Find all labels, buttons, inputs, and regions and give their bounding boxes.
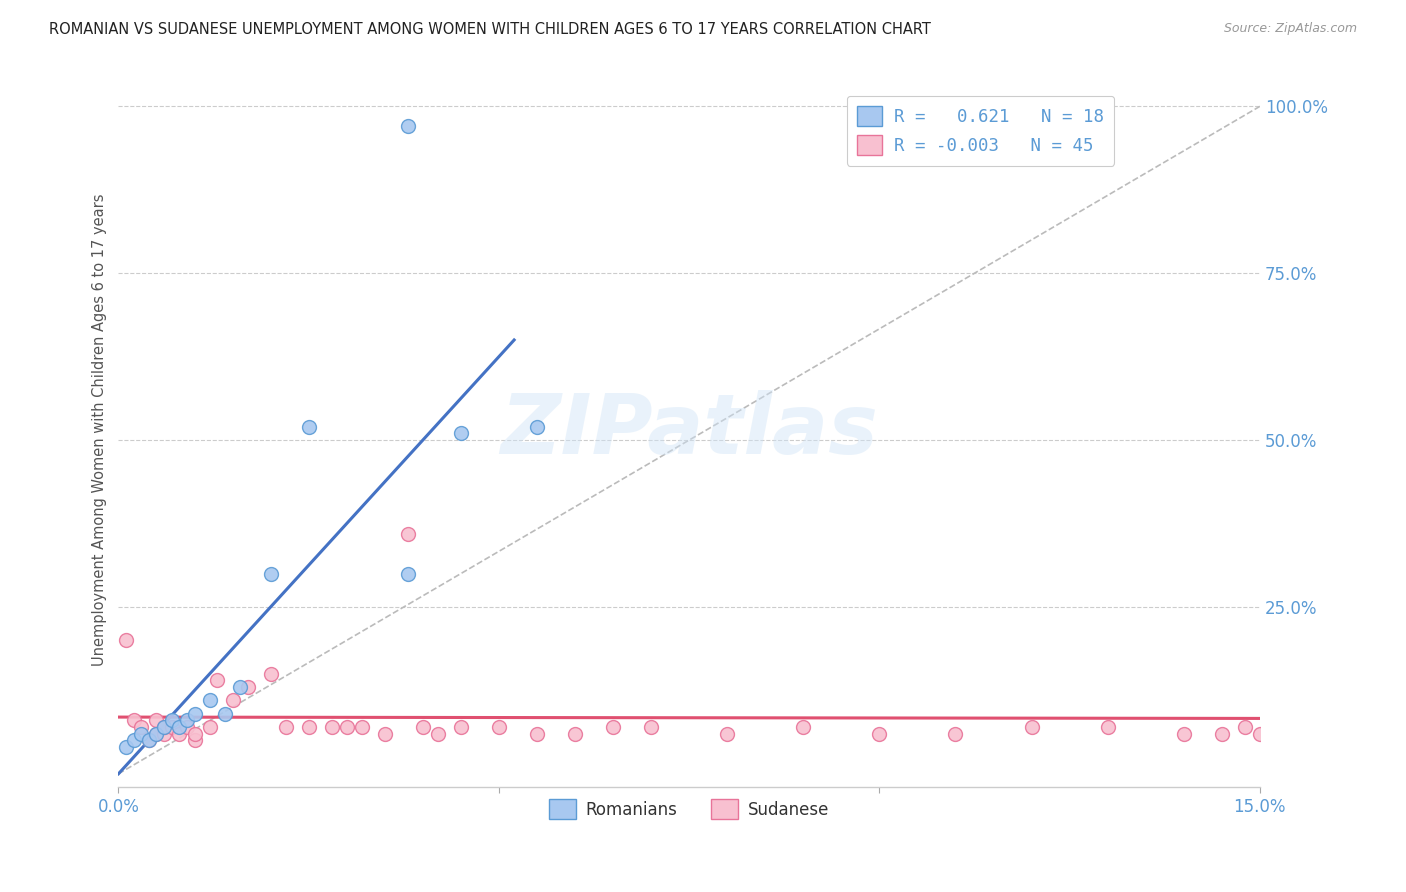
Point	[153, 720, 176, 734]
Point	[122, 733, 145, 747]
Point	[207, 673, 229, 688]
Point	[526, 727, 548, 741]
Point	[1249, 727, 1271, 741]
Point	[488, 720, 510, 734]
Point	[169, 720, 191, 734]
Point	[145, 714, 167, 728]
Point	[221, 693, 243, 707]
Point	[1097, 720, 1119, 734]
Point	[298, 419, 321, 434]
Point	[198, 693, 221, 707]
Point	[145, 727, 167, 741]
Point	[129, 720, 152, 734]
Point	[183, 706, 205, 721]
Point	[214, 706, 236, 721]
Point	[153, 720, 176, 734]
Text: Source: ZipAtlas.com: Source: ZipAtlas.com	[1223, 22, 1357, 36]
Point	[129, 727, 152, 741]
Point	[1211, 727, 1233, 741]
Point	[1021, 720, 1043, 734]
Point	[138, 733, 160, 747]
Point	[169, 727, 191, 741]
Point	[526, 419, 548, 434]
Point	[198, 720, 221, 734]
Point	[1233, 720, 1256, 734]
Point	[259, 566, 281, 581]
Point	[160, 714, 183, 728]
Point	[427, 727, 450, 741]
Point	[450, 426, 472, 441]
Point	[176, 720, 198, 734]
Point	[374, 727, 396, 741]
Text: ZIPatlas: ZIPatlas	[501, 390, 879, 471]
Point	[336, 720, 359, 734]
Point	[298, 720, 321, 734]
Point	[1173, 727, 1195, 741]
Point	[236, 680, 259, 694]
Point	[321, 720, 343, 734]
Point	[115, 740, 138, 755]
Text: ROMANIAN VS SUDANESE UNEMPLOYMENT AMONG WOMEN WITH CHILDREN AGES 6 TO 17 YEARS C: ROMANIAN VS SUDANESE UNEMPLOYMENT AMONG …	[49, 22, 931, 37]
Point	[716, 727, 738, 741]
Point	[412, 720, 434, 734]
Point	[176, 714, 198, 728]
Point	[945, 727, 967, 741]
Point	[153, 727, 176, 741]
Point	[396, 566, 419, 581]
Legend: Romanians, Sudanese: Romanians, Sudanese	[543, 793, 835, 825]
Point	[564, 727, 586, 741]
Y-axis label: Unemployment Among Women with Children Ages 6 to 17 years: Unemployment Among Women with Children A…	[93, 194, 107, 666]
Point	[229, 680, 252, 694]
Point	[115, 633, 138, 648]
Point	[160, 720, 183, 734]
Point	[792, 720, 814, 734]
Point	[640, 720, 662, 734]
Point	[602, 720, 624, 734]
Point	[183, 727, 205, 741]
Point	[274, 720, 297, 734]
Point	[138, 733, 160, 747]
Point	[396, 526, 419, 541]
Point	[122, 714, 145, 728]
Point	[350, 720, 373, 734]
Point	[183, 733, 205, 747]
Point	[396, 120, 419, 134]
Point	[868, 727, 890, 741]
Point	[259, 666, 281, 681]
Point	[145, 727, 167, 741]
Point	[450, 720, 472, 734]
